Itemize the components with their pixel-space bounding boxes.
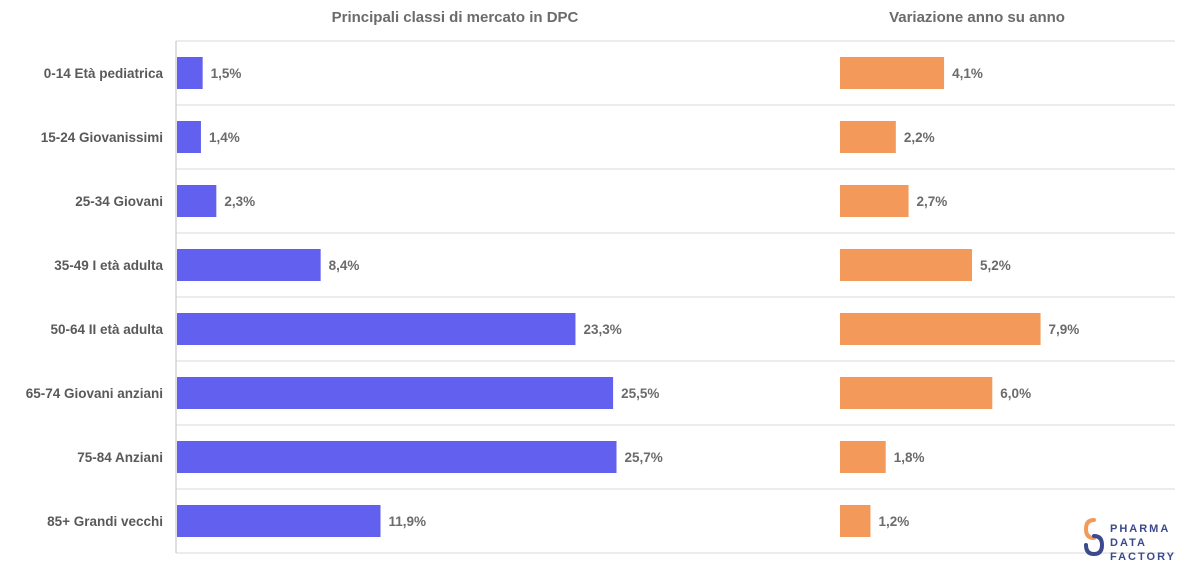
category-label: 85+ Grandi vecchi [47,514,163,529]
right-data-label: 1,2% [878,514,909,529]
right-data-label: 7,9% [1049,322,1080,337]
right-chart-bars: 4,1% 2,2% 2,7% 5,2% 7,9% 6,0% 1,8% 1,2% [840,57,1079,537]
right-bar [840,185,909,217]
left-data-label: 25,5% [621,386,659,401]
right-data-label: 2,7% [917,194,948,209]
right-data-label: 1,8% [894,450,925,465]
right-bar [840,249,972,281]
left-data-label: 8,4% [329,258,360,273]
category-label: 25-34 Giovani [75,194,163,209]
right-data-label: 2,2% [904,130,935,145]
right-bar [840,121,896,153]
left-bar [177,57,203,89]
right-bar [840,57,945,89]
pharma-data-factory-logo: PHARMA DATA FACTORY [1083,518,1176,563]
left-bar [177,377,614,409]
left-bar [177,185,217,217]
category-label: 75-84 Anziani [77,450,163,465]
right-data-label: 5,2% [980,258,1011,273]
right-data-label: 6,0% [1000,386,1031,401]
left-chart-bars: 1,5% 1,4% 2,3% 8,4% 23,3% 25,5% 25,7% 11,9% [177,57,663,537]
logo-line-1: PHARMA [1110,523,1170,535]
right-bar [840,441,886,473]
right-bar [840,313,1041,345]
left-bar [177,505,381,537]
left-data-label: 23,3% [583,322,621,337]
logo-line-3: FACTORY [1110,551,1176,563]
left-data-label: 2,3% [224,194,255,209]
logo-line-2: DATA [1110,537,1147,549]
left-data-label: 1,4% [209,130,240,145]
left-bar [177,249,321,281]
left-bar [177,441,617,473]
category-label: 0-14 Età pediatrica [44,66,164,81]
left-data-label: 1,5% [211,66,242,81]
left-chart-title: Principali classi di mercato in DPC [332,9,579,26]
left-bar [177,313,576,345]
left-data-label: 25,7% [625,450,663,465]
left-bar [177,121,201,153]
left-data-label: 11,9% [389,514,427,529]
right-chart-title: Variazione anno su anno [889,9,1065,26]
category-label: 50-64 II età adulta [50,322,163,337]
gridlines [176,40,1175,554]
category-label: 35-49 I età adulta [54,258,163,273]
right-data-label: 4,1% [952,66,983,81]
right-bar [840,377,993,409]
category-label: 15-24 Giovanissimi [41,130,163,145]
right-bar [840,505,871,537]
logo-mark-icon [1083,518,1105,557]
category-label: 65-74 Giovani anziani [26,386,163,401]
category-labels: 0-14 Età pediatrica 15-24 Giovanissimi 25-… [26,66,164,529]
